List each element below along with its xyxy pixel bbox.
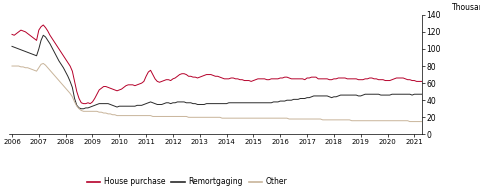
Legend: House purchase, Remortgaging, Other: House purchase, Remortgaging, Other xyxy=(84,174,290,189)
Text: Thousands: Thousands xyxy=(452,3,480,12)
